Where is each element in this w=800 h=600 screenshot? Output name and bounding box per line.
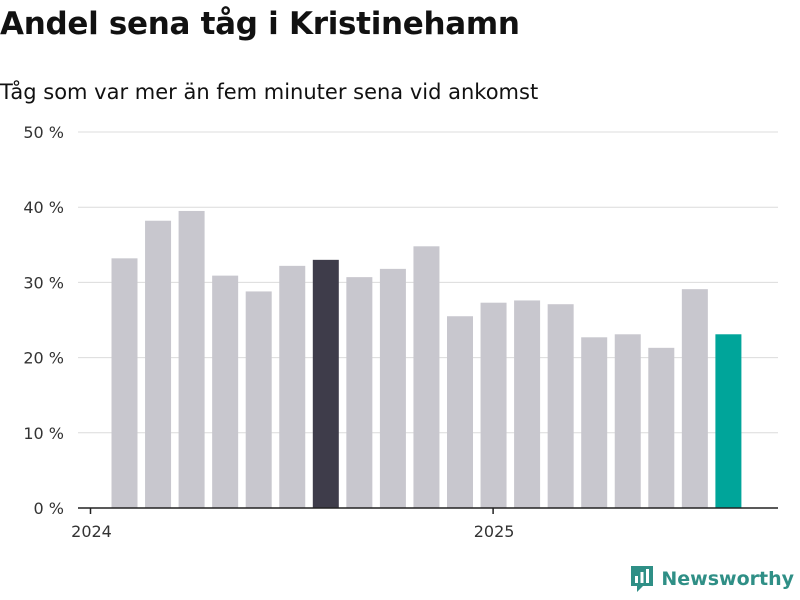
bar-2024-11 [447,316,473,508]
y-axis-ticks: 0 % 10 % 20 % 30 % 40 % 50 % [23,123,64,518]
bar-2024-12 [480,302,507,508]
bar-2024-06 [279,265,306,508]
bars [111,210,742,508]
bar-2025-02 [547,304,574,508]
bar-2025-07 [715,334,742,508]
bar-2024-09 [379,268,406,508]
bar-2024-10 [413,246,440,508]
bar-chart-logo-icon [631,566,654,592]
y-tick-label: 20 % [23,349,64,368]
brand-name: Newsworthy [661,568,794,590]
x-axis-ticks: 2024 2025 [71,508,514,541]
bar-2024-04 [212,275,239,508]
bar-2024-01 [111,258,138,508]
y-tick-label: 50 % [23,123,64,142]
bar-2025-04 [614,334,641,508]
y-tick-label: 10 % [23,424,64,443]
bar-2024-05 [245,291,272,508]
y-tick-label: 30 % [23,273,64,292]
bar-2025-03 [581,337,608,508]
chart-subtitle: Tåg som var mer än fem minuter sena vid … [0,80,539,104]
bar-2024-07 [312,259,339,508]
y-tick-label: 40 % [23,198,64,217]
bar-2025-06 [681,289,708,508]
x-tick-label: 2024 [71,522,112,541]
y-tick-label: 0 % [34,499,64,518]
bar-2024-08 [346,277,373,508]
bar-2024-03 [178,210,205,508]
bar-2024-02 [145,220,172,508]
bar-2025-01 [514,300,541,508]
brand-logo: Newsworthy [629,564,794,594]
x-tick-label: 2025 [474,522,515,541]
chart-title: Andel sena tåg i Kristinehamn [0,6,520,42]
bar-2025-05 [648,347,675,508]
